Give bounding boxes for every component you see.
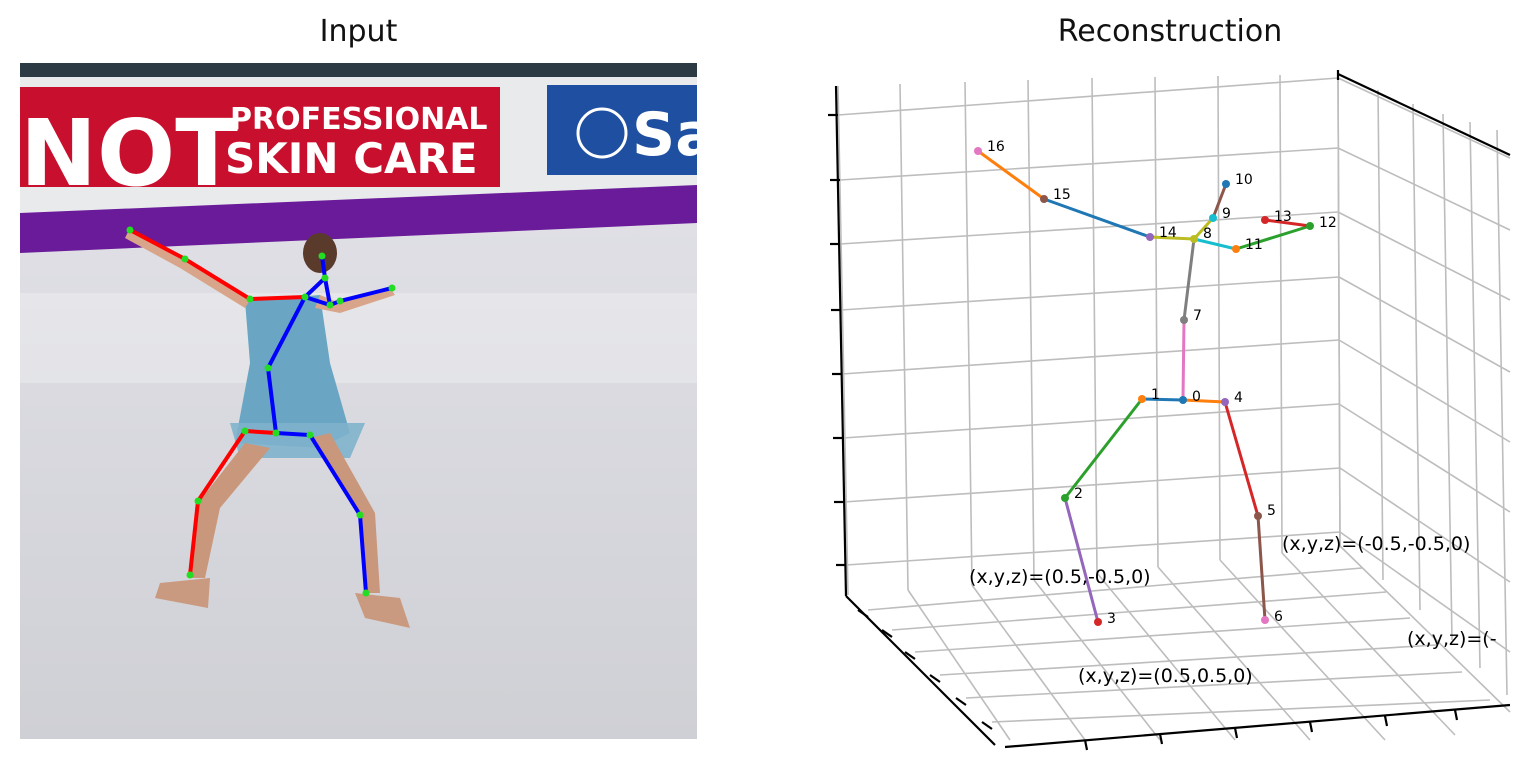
arena-background	[20, 63, 697, 77]
joint-8	[1190, 235, 1198, 243]
grid-side-wall	[1337, 72, 1511, 696]
bone-1-2	[1063, 397, 1144, 500]
grid-floor	[867, 545, 1511, 741]
bone-2-3	[1063, 496, 1100, 624]
joint-label-3: 3	[1107, 611, 1116, 627]
bone-4-5	[1223, 400, 1260, 518]
joint-label-7: 7	[1193, 308, 1202, 324]
bone-0-4	[1181, 398, 1227, 404]
bone-0-7	[1181, 318, 1186, 402]
joint-2	[1061, 494, 1069, 502]
joint-1	[1138, 395, 1146, 403]
joint-label-10: 10	[1235, 172, 1253, 188]
rink-board-purple-strip	[20, 185, 697, 253]
joint-label-11: 11	[1245, 237, 1263, 253]
joint-label-5: 5	[1267, 503, 1276, 519]
annotation-a: (x,y,z)=(0.5,-0.5,0)	[969, 566, 1151, 588]
keypoints-2d	[126, 226, 396, 597]
axis-ticks	[828, 113, 1459, 751]
bone-8-9	[1192, 216, 1215, 241]
joint-12	[1306, 222, 1314, 230]
joint-label-14: 14	[1159, 225, 1177, 241]
banner-logo-icon	[576, 107, 628, 159]
joint-10	[1222, 180, 1230, 188]
bone-2d-right-leg	[275, 431, 368, 594]
grid-back-wall	[837, 72, 1341, 596]
coordinate-annotations: (x,y,z)=(0.5,-0.5,0) (x,y,z)=(-0.5,-0.5,…	[969, 533, 1497, 687]
skeleton-2d	[126, 226, 396, 597]
joint-label-15: 15	[1053, 187, 1071, 203]
annotation-c: (x,y,z)=(0.5,0.5,0)	[1078, 665, 1253, 687]
input-image: NOT PROFESSIONAL SKIN CARE Sa	[20, 63, 697, 739]
joint-15	[1040, 195, 1048, 203]
input-panel-title: Input	[319, 14, 398, 49]
skeleton-3d	[976, 149, 1312, 624]
joint-label-13: 13	[1274, 209, 1292, 225]
joint-11	[1232, 245, 1240, 253]
joint-9	[1209, 214, 1217, 222]
banner-blue-text: Sa	[632, 100, 697, 170]
joint-13	[1261, 216, 1269, 224]
joint-3	[1094, 618, 1102, 626]
bone-8-14	[1148, 235, 1196, 241]
annotation-b: (x,y,z)=(-0.5,-0.5,0)	[1282, 533, 1470, 555]
banner-text-big: NOT	[20, 100, 238, 207]
joint-label-2: 2	[1074, 486, 1083, 502]
joints-3d	[974, 147, 1314, 626]
bone-9-10	[1211, 182, 1228, 220]
bone-7-8	[1182, 237, 1196, 322]
joint-labels: 0 1 2 3 4 5 6 7 8 9 10 11 12 13 14 15 16	[987, 139, 1337, 627]
joint-5	[1254, 512, 1262, 520]
banner-text-line2: SKIN CARE	[225, 134, 478, 183]
joint-6	[1261, 616, 1269, 624]
joint-label-8: 8	[1203, 226, 1212, 242]
joint-label-12: 12	[1319, 215, 1337, 231]
joint-label-9: 9	[1222, 206, 1231, 222]
bone-2d-left-hip	[244, 429, 277, 435]
bone-2d-neck	[323, 277, 332, 306]
bone-2d-left-arm	[129, 228, 306, 302]
bone-15-16	[976, 149, 1046, 201]
input-image-panel: NOT PROFESSIONAL SKIN CARE Sa	[20, 63, 697, 739]
banner-text-line1: PROFESSIONAL	[230, 102, 488, 137]
ice-reflection	[20, 293, 697, 383]
joint-label-1: 1	[1151, 387, 1160, 403]
joint-7	[1180, 316, 1188, 324]
bone-2d-right-arm	[304, 286, 393, 308]
joint-label-16: 16	[987, 139, 1005, 155]
bone-11-12	[1234, 224, 1312, 251]
joint-4	[1221, 398, 1229, 406]
joint-0	[1179, 396, 1187, 404]
bone-12-13	[1263, 218, 1312, 228]
bone-0-1	[1140, 397, 1185, 402]
bone-8-11	[1192, 237, 1238, 251]
joint-label-0: 0	[1192, 389, 1201, 405]
joint-16	[974, 147, 982, 155]
reconstruction-panel-title: Reconstruction	[1057, 14, 1283, 49]
bone-14-15	[1042, 197, 1152, 239]
axes-3d	[834, 70, 1511, 749]
joint-14	[1146, 233, 1154, 241]
joint-label-4: 4	[1234, 390, 1243, 406]
banner-blue	[547, 85, 697, 175]
banner-red	[20, 87, 500, 187]
joint-label-6: 6	[1274, 609, 1283, 625]
annotation-d: (x,y,z)=(-	[1407, 628, 1497, 650]
bone-5-6	[1256, 514, 1267, 622]
